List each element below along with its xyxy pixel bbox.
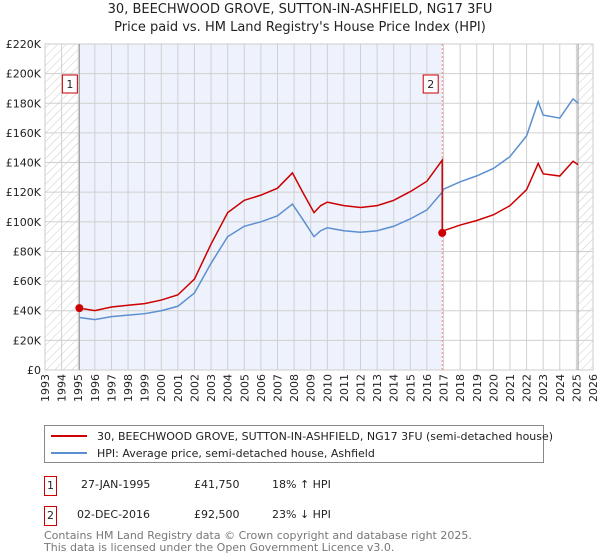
x-tick-label: 2016 — [421, 374, 434, 402]
sale-price: £92,500 — [194, 508, 240, 521]
y-tick-label: £200K — [6, 68, 42, 81]
x-tick-label: 1999 — [139, 374, 152, 402]
sale-label-box — [422, 74, 439, 94]
x-tick-label: 2018 — [454, 374, 467, 402]
chart-subtitle: Price paid vs. HM Land Registry's House … — [114, 20, 486, 35]
x-tick-label: 2013 — [371, 374, 384, 402]
sale-badge: 1 — [44, 476, 57, 496]
x-tick-label: 2011 — [338, 374, 351, 402]
x-tick-label: 2009 — [305, 374, 318, 402]
x-tick-label: 2015 — [404, 374, 417, 402]
x-tick-label: 2014 — [388, 374, 401, 402]
x-tick-label: 1997 — [105, 374, 118, 402]
sale-label: 2 — [427, 78, 434, 91]
price-chart: 1993 1994 1995 1996 1997 1998 1999 2000 2001 2002… — [6, 38, 600, 402]
y-tick-label: £40K — [13, 305, 42, 318]
legend-label: HPI: Average price, semi-detached house,… — [97, 446, 375, 460]
price-paid-line — [79, 157, 579, 312]
x-tick-label: 2010 — [321, 374, 334, 402]
y-tick-label: £100K — [6, 216, 42, 229]
sale-hpi-diff: 23% ↓ HPI — [272, 508, 331, 521]
y-tick-label: £160K — [6, 127, 42, 140]
y-tick-label: £180K — [6, 97, 42, 110]
x-tick-label: 1996 — [89, 374, 102, 402]
sale-point — [438, 228, 447, 237]
x-tick-label: 2020 — [487, 374, 500, 402]
x-tick-label: 2003 — [205, 374, 218, 402]
x-tick-label: 2000 — [155, 374, 168, 402]
sale-badge: 2 — [44, 506, 57, 526]
x-tick-label: 2002 — [188, 374, 201, 402]
sale-label: 1 — [66, 78, 73, 91]
hatched-region — [578, 44, 593, 370]
x-tick-label: 1993 — [39, 374, 52, 402]
y-tick-label: £0 — [27, 364, 41, 377]
chart-title: 30, BEECHWOOD GROVE, SUTTON-IN-ASHFIELD,… — [107, 2, 493, 17]
x-tick-label: 2019 — [471, 374, 484, 402]
plot-border — [44, 43, 594, 371]
x-tick-label: 2025 — [570, 374, 583, 402]
sale-date: 27-JAN-1995 — [81, 478, 151, 491]
sale-date: 02-DEC-2016 — [77, 508, 151, 521]
y-tick-label: £60K — [13, 275, 42, 288]
sale-row: 1 27-JAN-1995 £41,750 18% ↑ HPI — [44, 476, 444, 496]
red-line-swatch — [51, 435, 87, 437]
x-tick-label: 1994 — [56, 374, 69, 402]
footer-copyright: Contains HM Land Registry data © Crown c… — [44, 529, 472, 542]
x-tick-label: 2006 — [255, 374, 268, 402]
x-tick-label: 2017 — [438, 374, 451, 402]
footer: Contains HM Land Registry data © Crown c… — [44, 530, 472, 554]
x-tick-label: 2026 — [587, 374, 600, 402]
sale-hpi-diff: 18% ↑ HPI — [272, 478, 331, 491]
x-tick-label: 2001 — [172, 374, 185, 402]
hatched-region — [45, 44, 80, 370]
footer-licence: This data is licensed under the Open Gov… — [44, 541, 395, 554]
y-tick-label: £220K — [6, 38, 42, 51]
sale-point — [75, 304, 84, 313]
x-tick-label: 2022 — [521, 374, 534, 402]
sale-row: 2 02-DEC-2016 £92,500 23% ↓ HPI — [44, 506, 444, 526]
hpi-line — [79, 97, 579, 321]
legend-label: 30, BEECHWOOD GROVE, SUTTON-IN-ASHFIELD,… — [97, 429, 554, 443]
blue-line-swatch — [51, 452, 87, 454]
x-tick-label: 1995 — [72, 374, 85, 402]
y-tick-label: £80K — [13, 245, 42, 258]
sale-label-box — [61, 74, 78, 94]
x-tick-label: 1998 — [122, 374, 135, 402]
x-tick-label: 2023 — [537, 374, 550, 402]
y-tick-label: £20K — [13, 334, 42, 347]
y-tick-label: £140K — [6, 157, 42, 170]
legend-item-hpi: HPI: Average price, semi-detached house,… — [45, 445, 375, 461]
x-tick-label: 2024 — [554, 374, 567, 402]
x-tick-label: 2005 — [238, 374, 251, 402]
y-tick-label: £120K — [6, 186, 42, 199]
x-tick-label: 2021 — [504, 374, 517, 402]
x-tick-label: 2007 — [271, 374, 284, 402]
legend: 30, BEECHWOOD GROVE, SUTTON-IN-ASHFIELD,… — [44, 425, 553, 463]
legend-item-property: 30, BEECHWOOD GROVE, SUTTON-IN-ASHFIELD,… — [45, 428, 553, 444]
sale-price: £41,750 — [194, 478, 240, 491]
x-tick-label: 2012 — [355, 374, 368, 402]
x-tick-label: 2004 — [222, 374, 235, 402]
x-tick-label: 2008 — [288, 374, 301, 402]
